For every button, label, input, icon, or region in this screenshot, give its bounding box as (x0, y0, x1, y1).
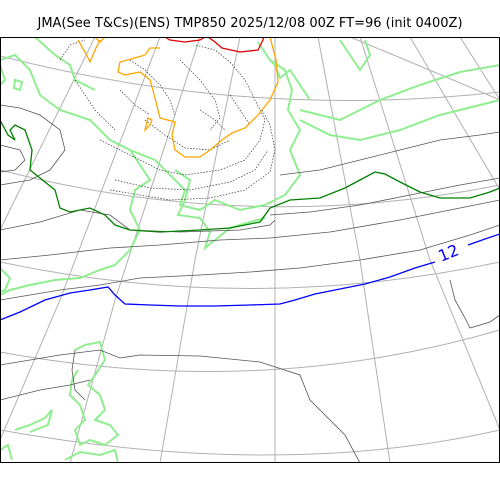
coastline-north (12, 78, 24, 92)
coastline-east (299, 99, 500, 142)
coastline-north (0, 64, 7, 86)
isotherm-line (0, 349, 361, 463)
coastline-east (269, 59, 311, 101)
parallel-line (0, 329, 500, 372)
coastline-island (339, 39, 372, 72)
isotherm-orange (143, 117, 153, 133)
parallel-line (349, 37, 500, 101)
isotherm-line (0, 199, 500, 261)
isotherm-lines-thin (0, 104, 500, 463)
isotherm-dotted-line (74, 79, 116, 131)
isotherm-dotted-line (109, 109, 276, 201)
coastline-west (0, 41, 302, 212)
meridian-line (0, 37, 96, 231)
coastline-peninsula (0, 149, 152, 296)
isotherm-dotted-line (114, 149, 269, 191)
isotherm-blue (0, 261, 436, 321)
isotherm-blue (467, 233, 500, 246)
isotherm-lines-dotted (59, 39, 276, 201)
meridian-line (159, 37, 241, 463)
isotherm-dotted-line (59, 39, 86, 61)
coastline-island (0, 267, 12, 293)
isotherm-dotted-line (199, 109, 226, 131)
meridian-line (409, 37, 500, 191)
isotherm-red (207, 37, 265, 53)
parallel-line (0, 55, 500, 102)
parallel-line (0, 261, 500, 289)
isotherm-orange (77, 39, 101, 64)
isotherm-dotted-line (119, 89, 151, 116)
isotherm-red (164, 37, 206, 43)
isotherm-line (449, 279, 500, 329)
coastline-island (68, 340, 120, 447)
parallel-line (0, 429, 500, 456)
map-panel: 12 (0, 37, 500, 463)
isotherm-dotted-line (229, 94, 251, 126)
parallel-line (0, 169, 500, 208)
isotherm-line (0, 224, 500, 301)
isotherm-line (0, 209, 276, 233)
map-frame-border (0, 37, 500, 463)
isotherm-line (269, 177, 500, 216)
coastline-island (14, 409, 53, 433)
isotherm-dotted-line (144, 119, 231, 151)
map-title: JMA(See T&Cs)(ENS) TMP850 2025/12/08 00Z… (37, 16, 463, 31)
isotherm-line (0, 104, 66, 186)
coastline-island (64, 448, 119, 463)
isotherm-line (0, 379, 91, 401)
graticule-parallels (0, 37, 500, 456)
coastline-north (34, 37, 96, 91)
meridian-line (359, 37, 500, 431)
isotherm-orange (94, 37, 106, 43)
isotherm-dotted-line (99, 44, 266, 176)
isotherm-line (0, 144, 26, 173)
isotherm-line (71, 349, 86, 401)
coastline-island (0, 443, 13, 461)
coastline-peninsula (174, 169, 266, 251)
isotherm-orange (117, 37, 279, 158)
meridian-line (69, 37, 201, 463)
coastlines (0, 37, 500, 463)
isotherm-dotted-line (179, 59, 221, 131)
coastline-east (299, 64, 500, 122)
isotherm-dotted-line (129, 59, 176, 116)
isotherm-line (279, 131, 500, 176)
isotherm-green (0, 119, 500, 233)
meridian-line (0, 37, 161, 441)
